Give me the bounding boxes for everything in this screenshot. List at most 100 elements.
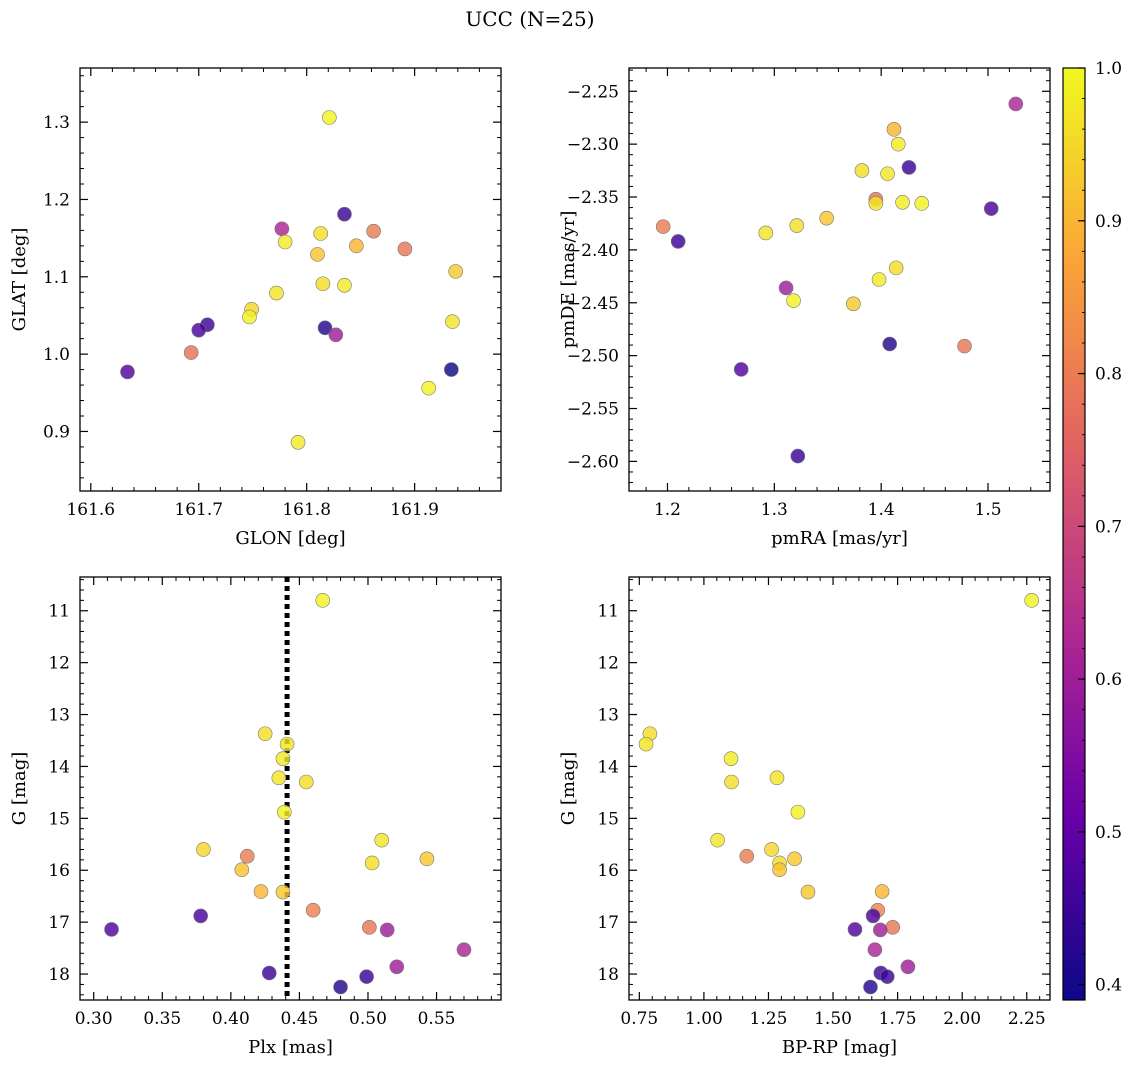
panel-glon-glat: 161.6 161.7 161.8 161.9 0.9 1.0 1.1 1.2 1.3 GLON … [9,67,502,549]
x-tick-label: 1.3 [761,500,788,520]
y-axis-label: pmDE [mas/yr] [558,211,579,349]
scatter-point [456,942,472,957]
scatter-point [885,920,901,935]
scatter-point [104,922,119,937]
y-tick-label: −2.60 [567,452,619,472]
y-tick-label: 18 [597,965,619,985]
scatter-point [448,264,463,279]
scatter-point [871,272,887,287]
x-axis-label: pmRA [mas/yr] [771,528,908,549]
x-tick-label: 1.4 [868,500,895,520]
scatter-point [886,122,902,137]
scatter-point [890,136,906,152]
scatter-point [789,218,805,233]
x-tick-label: 161.8 [282,500,331,520]
scatter-point [847,922,863,937]
tick-marks [629,68,1050,491]
scatter-point [234,862,250,878]
y-tick-label: 12 [597,654,619,674]
scatter-point [374,832,389,848]
scatter-point [758,225,774,241]
scatter-point [1008,96,1024,112]
scatter-point [421,380,436,396]
scatter-points [638,593,1039,995]
y-tick-label: −2.50 [567,347,619,367]
scatter-point [196,842,211,857]
scatter-point [865,908,881,924]
x-tick-label: 0.45 [280,1009,318,1029]
scatter-point [337,277,352,293]
colorbar-tick-label: 0.5 [1095,823,1122,843]
scatter-point [983,201,999,216]
scatter-point [882,336,898,352]
scatter-point [800,884,816,900]
scatter-point [769,770,785,786]
y-tick-label: 13 [48,706,70,726]
scatter-point [183,345,199,360]
scatter-point [772,862,787,878]
y-tick-label: 1.1 [43,268,70,288]
scatter-point [764,842,779,857]
x-tick-label: 0.35 [143,1009,181,1029]
y-tick-label: 11 [597,602,619,622]
x-tick-label: 1.25 [750,1009,788,1029]
x-tick-label: 0.55 [418,1009,456,1029]
axes-frame [79,67,502,492]
scatter-point [874,884,890,899]
scatter-point [366,223,381,239]
tick-marks [80,68,502,491]
scatter-point [880,166,895,182]
y-tick-label: 1.2 [43,190,70,210]
scatter-point [271,770,287,786]
scatter-point [274,221,290,237]
scatter-point [867,942,883,957]
scatter-point [279,736,295,752]
y-tick-label: 12 [48,654,70,674]
scatter-point [290,434,306,450]
scatter-point [739,848,755,864]
colorbar-tick-label: 0.7 [1095,517,1122,537]
scatter-point [193,908,208,924]
scatter-point [723,751,739,766]
scatter-point [364,855,380,871]
scatter-point [1024,593,1039,608]
axes-frame [628,67,1051,492]
axes-frame [79,576,502,1001]
y-tick-label: 15 [48,809,70,829]
y-tick-label: 18 [48,965,70,985]
y-tick-label: 1.0 [43,345,70,365]
scatter-point [397,241,413,257]
scatter-point [787,851,802,867]
y-tick-label: 13 [597,706,619,726]
scatter-point [790,448,806,464]
y-tick-label: 14 [597,757,619,777]
scatter-point [379,922,395,938]
x-tick-label: 0.50 [349,1009,387,1029]
x-tick-label: 0.75 [620,1009,658,1029]
tick-marks [79,577,501,1000]
scatter-point [298,774,314,790]
scatter-point [778,280,794,296]
scatter-point [914,196,930,211]
y-tick-label: 17 [597,913,619,933]
figure-title: UCC (N=25) [465,7,594,31]
x-axis-label: Plx [mas] [248,1037,333,1058]
y-tick-label: −2.30 [567,135,619,155]
scatter-point [242,309,257,325]
scatter-point [277,804,292,820]
scatter-point [724,774,739,790]
x-tick-label: 2.25 [1008,1009,1046,1029]
scatter-point [786,293,801,308]
scatter-point [305,902,321,918]
scatter-point [120,364,135,380]
y-tick-label: 17 [48,913,70,933]
scatter-point [444,362,459,377]
scatter-point [359,969,374,984]
x-axis-label: BP-RP [mag] [782,1037,897,1058]
scatter-point [868,196,884,211]
y-tick-label: −2.55 [567,400,619,420]
y-axis-label: G [mag] [558,752,579,825]
colorbar-tick-label: 0.8 [1095,365,1122,385]
scatter-point [191,322,207,338]
panel-plx-g: 0.30 0.35 0.40 0.45 0.50 0.55 11 12 13 14 15 16 17 18… [9,576,502,1058]
